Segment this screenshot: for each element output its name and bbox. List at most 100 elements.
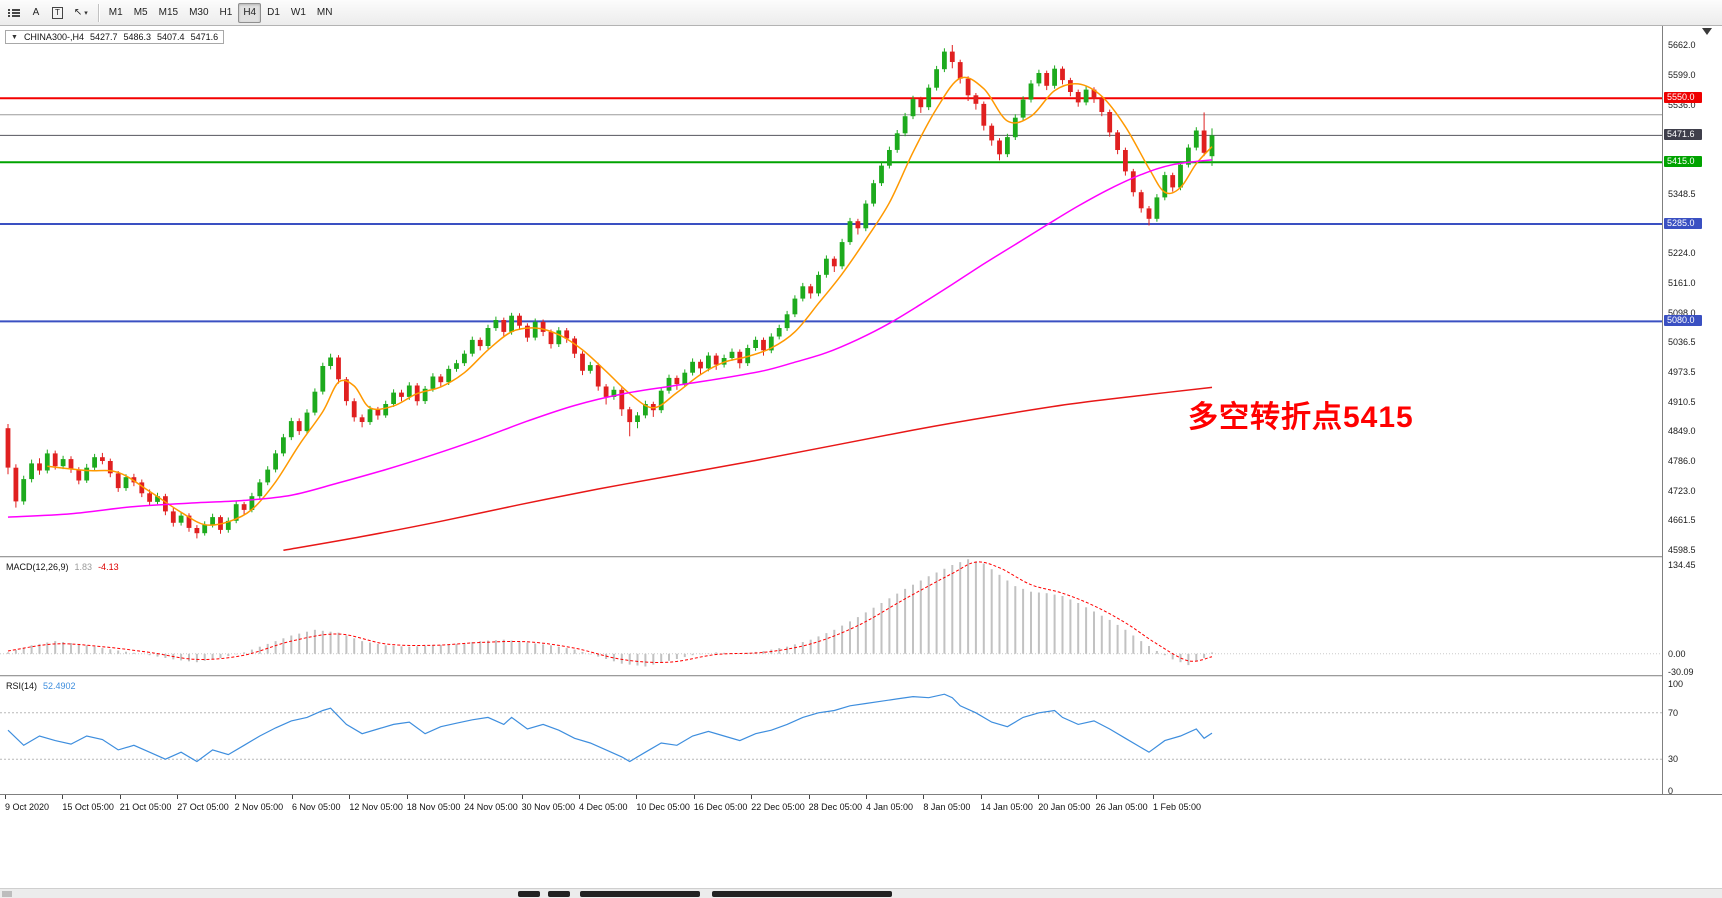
time-tick xyxy=(5,795,6,799)
text-tool-button[interactable]: T xyxy=(47,3,68,23)
macd-main-value: 1.83 xyxy=(74,562,93,572)
time-label: 10 Dec 05:00 xyxy=(636,802,690,812)
time-tick xyxy=(521,795,523,799)
macd-panel[interactable] xyxy=(0,559,1662,675)
taskbar-strip xyxy=(0,888,1722,898)
rsi-scale-label: 30 xyxy=(1668,754,1679,765)
time-label: 12 Nov 05:00 xyxy=(349,802,403,812)
time-tick xyxy=(1153,795,1154,799)
time-label: 30 Nov 05:00 xyxy=(521,802,576,812)
time-tick xyxy=(464,795,466,799)
timeframe-button-mn[interactable]: MN xyxy=(316,7,333,18)
price-tick-label: 5224.0 xyxy=(1668,248,1696,258)
macd-scale-label: -30.09 xyxy=(1668,667,1694,677)
macd-scale-label: 134.45 xyxy=(1668,560,1696,570)
price-tick-label: 5536.0 xyxy=(1668,99,1696,110)
price-tick-label: 4598.5 xyxy=(1668,545,1696,556)
time-label: 9 Oct 2020 xyxy=(5,802,50,812)
time-tick xyxy=(292,795,293,799)
time-tick xyxy=(1038,795,1040,799)
rsi-panel[interactable] xyxy=(0,678,1662,794)
timeframe-button-h4[interactable]: H4 xyxy=(238,2,262,23)
time-tick xyxy=(119,795,121,799)
timeframe-group: M1 M5 M15 M30 H1 H4 D1 W1 MN xyxy=(104,2,338,23)
price-tick-label: 4786.0 xyxy=(1668,456,1696,467)
price-scale[interactable]: 5662.0 5599.0 5536.0 5348.5 5224.0 5161.0 5098… xyxy=(1662,26,1722,796)
rsi-title: RSI(14) xyxy=(6,681,38,691)
time-tick xyxy=(62,795,64,799)
price-badge-5415.0: 5415.0 xyxy=(1664,156,1702,168)
symbol-info-box: ▼ CHINA300-,H4 5427.7 5486.3 5407.4 5471… xyxy=(5,30,225,44)
font-tool-button[interactable]: A xyxy=(32,7,40,18)
list-icon xyxy=(8,8,20,17)
price-badge-5550.0: 5550.0 xyxy=(1664,92,1702,104)
time-tick xyxy=(1095,795,1097,799)
ma-slow-line xyxy=(283,386,1213,552)
cursor-tool-button[interactable]: ↖ ▾ xyxy=(73,7,88,18)
rsi-scale-label: 100 xyxy=(1668,679,1684,689)
timeframe-button-m15[interactable]: M15 xyxy=(158,7,179,18)
time-label: 26 Jan 05:00 xyxy=(1095,802,1148,812)
taskbar-app-block[interactable] xyxy=(712,891,892,897)
taskbar-app-block[interactable] xyxy=(548,891,570,897)
bottom-blank-area xyxy=(0,818,1722,888)
timeframe-button-m1[interactable]: M1 xyxy=(108,7,123,18)
ohlc-close: 5471.6 xyxy=(190,32,219,42)
price-chart-panel[interactable] xyxy=(0,26,1662,556)
rsi-scale-label: 0 xyxy=(1668,786,1674,796)
time-tick xyxy=(693,795,695,799)
ma-fast-line xyxy=(47,76,1213,526)
time-tick xyxy=(636,795,638,799)
time-tick xyxy=(579,795,580,799)
time-tick xyxy=(808,795,810,799)
price-tick-label: 5161.0 xyxy=(1668,277,1696,288)
chart-annotation-text: 多空转折点5415 xyxy=(1188,401,1414,434)
time-label: 14 Jan 05:00 xyxy=(980,802,1033,812)
time-label: 28 Dec 05:00 xyxy=(808,802,863,812)
price-tick-label: 4661.5 xyxy=(1668,515,1696,526)
macd-signal-line xyxy=(7,561,1213,663)
time-tick xyxy=(923,795,925,799)
time-label: 4 Dec 05:00 xyxy=(579,802,628,812)
rsi-value: 52.4902 xyxy=(43,681,76,691)
price-tick-label: 5348.5 xyxy=(1668,188,1696,199)
price-tick-label: 5036.5 xyxy=(1668,337,1696,348)
chart-objects-button[interactable] xyxy=(3,3,25,23)
macd-title: MACD(12,26,9) xyxy=(6,562,69,572)
timeframe-button-m30[interactable]: M30 xyxy=(189,7,209,18)
timeframe-button-w1[interactable]: W1 xyxy=(290,7,306,18)
timeframe-button-d1[interactable]: D1 xyxy=(267,7,280,18)
panel-splitter[interactable] xyxy=(0,556,1722,559)
timeframe-button-m5[interactable]: M5 xyxy=(133,7,148,18)
ohlc-low: 5407.4 xyxy=(157,32,185,42)
timeframe-button-h1[interactable]: H1 xyxy=(219,7,233,18)
time-tick xyxy=(406,795,408,799)
time-label: 1 Feb 05:00 xyxy=(1153,802,1202,812)
chart-shift-marker-icon[interactable] xyxy=(1702,28,1712,35)
taskbar-app-block[interactable] xyxy=(518,891,540,897)
time-label: 8 Jan 05:00 xyxy=(923,802,971,812)
time-label: 16 Dec 05:00 xyxy=(693,802,748,812)
macd-signal-value: -4.13 xyxy=(98,562,119,572)
price-tick-label: 5098.0 xyxy=(1668,307,1696,318)
ohlc-open: 5427.7 xyxy=(89,32,118,42)
taskbar-app-block[interactable] xyxy=(580,891,700,897)
time-tick xyxy=(234,795,236,799)
price-badge-5080.0: 5080.0 xyxy=(1664,315,1702,327)
price-tick-label: 5599.0 xyxy=(1668,69,1696,80)
macd-scale-label: 0.00 xyxy=(1668,648,1686,659)
one-click-collapse-icon[interactable]: ▼ xyxy=(11,33,18,41)
time-tick xyxy=(751,795,753,799)
panel-splitter[interactable] xyxy=(0,675,1722,678)
taskbar-corner xyxy=(2,891,12,897)
price-tick-label: 4849.0 xyxy=(1668,426,1696,437)
time-label: 24 Nov 05:00 xyxy=(464,802,518,812)
time-axis[interactable]: 9 Oct 2020 15 Oct 05:00 21 Oct 05:00 27 Oct… xyxy=(0,794,1722,818)
time-tick xyxy=(177,795,179,799)
time-label: 18 Nov 05:00 xyxy=(406,802,461,812)
tool-button-group: A T ↖ ▾ xyxy=(3,3,93,23)
time-label: 4 Jan 05:00 xyxy=(866,802,914,812)
price-tick-label: 4973.5 xyxy=(1668,366,1696,377)
time-tick xyxy=(866,795,867,799)
